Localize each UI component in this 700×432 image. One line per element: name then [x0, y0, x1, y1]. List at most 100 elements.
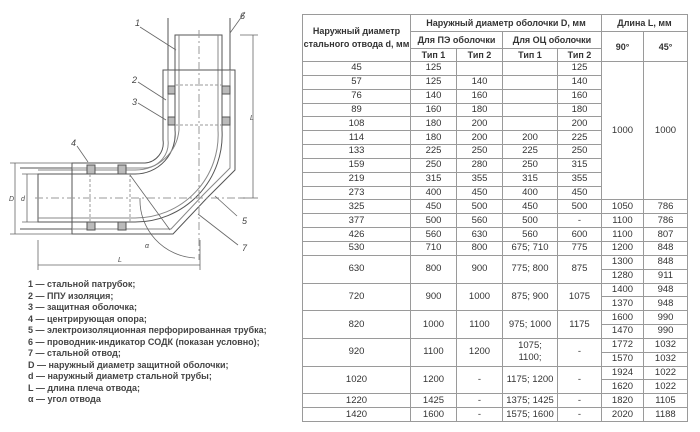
header-oc-type1: Тип 1 [502, 48, 558, 62]
cell-pe-type2: - [456, 393, 503, 409]
table-row: 920 1100 1200 1075; 1100; -1772 1032 [302, 337, 688, 367]
cell-length-90: 1000 [601, 60, 644, 201]
cell-pe-type1: 900 [410, 282, 457, 312]
cell-pe-type1: 1000 [410, 310, 457, 339]
header-length: Длина L, мм [601, 14, 688, 32]
header-pe-type1: Тип 1 [410, 48, 457, 62]
cell-pe-type2: 1200 [456, 337, 503, 367]
cell-pe-type2: 160 [456, 88, 503, 104]
cell-pe-type2: - [456, 407, 503, 422]
cell-d: 89 [302, 102, 411, 118]
cell-length-90: 1470 [601, 324, 644, 339]
cell-length-45: 990 [643, 310, 688, 326]
dim-alpha: α [145, 243, 150, 250]
cell-d: 530 [302, 240, 411, 256]
cell-pe-type2: 200 [456, 116, 503, 132]
callout-leaders [76, 11, 246, 246]
cell-d: 45 [302, 61, 411, 76]
elbow-drawing: 1 6 2 3 4 5 7 L L D d α [9, 11, 258, 270]
table-subrow: 1370 948 [303, 296, 688, 312]
cell-d: 1420 [302, 407, 411, 422]
cell-pe-type2: 800 [456, 240, 503, 256]
callout-6: 6 [240, 11, 245, 21]
cell-pe-type1: 400 [410, 185, 457, 201]
cell-oc-type1: 775; 800 [502, 254, 558, 284]
cell-length-45: 1188 [643, 407, 688, 422]
legend: 1 — стальной патрубок; 2 — ППУ изоляция;… [28, 279, 267, 406]
cell-oc-type2: 600 [557, 227, 602, 242]
legend-item: 3 — защитная оболочка; [28, 302, 138, 312]
cell-oc-type2: 125 [557, 61, 602, 76]
cell-pe-type1: 250 [410, 157, 457, 173]
cell-oc-type2: 315 [557, 157, 602, 173]
cell-length-45: 1022 [643, 379, 688, 395]
cell-length-90: 1050 [601, 199, 644, 215]
cell-d: 273 [302, 185, 411, 201]
cell-d: 426 [302, 227, 411, 242]
cell-length-45: 948 [643, 296, 688, 312]
cell-length-45: 786 [643, 199, 688, 215]
table-row: 325 450 500 450 500 1050 786 [302, 199, 688, 215]
cell-oc-type2: 200 [557, 116, 602, 132]
cell-length-45: 911 [643, 268, 688, 284]
cell-length-90: 1400 [601, 282, 644, 298]
table-row: 426 560 630 560 600 1100 807 [302, 227, 688, 242]
cell-d: 159 [302, 157, 411, 173]
protective-jacket [71, 69, 236, 235]
cell-length-90: 1620 [601, 379, 644, 395]
cell-pe-type1: 125 [410, 74, 457, 90]
legend-item: 2 — ППУ изоляция; [28, 290, 114, 301]
cell-oc-type1: 875; 900 [502, 282, 558, 312]
cell-pe-type1: 1200 [410, 365, 457, 395]
cell-length-45: 948 [643, 282, 688, 298]
table-subrow: 1470 990 [303, 324, 688, 339]
cell-length-45: 1105 [643, 393, 688, 409]
callout-7: 7 [242, 243, 248, 253]
cell-d: 920 [302, 337, 411, 367]
table-row: 89 160 180 180 [302, 102, 688, 118]
legend-item: d — наружный диаметр стальной трубы; [28, 371, 212, 381]
header-oc-type2: Тип 2 [557, 48, 602, 62]
table-row: 630 800 900 775; 800 875 1300 848 [302, 254, 688, 284]
cell-oc-type1: 225 [502, 144, 558, 159]
cell-d: 57 [302, 74, 411, 90]
cell-length-45: 1032 [643, 337, 688, 353]
legend-item: 1 — стальной патрубок; [28, 279, 136, 289]
legend-item: D — наружный диаметр защитной оболочки; [28, 359, 229, 370]
cell-pe-type2: 630 [456, 227, 503, 242]
cell-length-90: 1280 [601, 268, 644, 284]
table-row: 1020 1200-1175; 1200-1924 1022 [302, 365, 688, 395]
cell-oc-type2: 775 [557, 240, 602, 256]
cell-pe-type1: 1425 [410, 393, 457, 409]
cell-pe-type2: 180 [456, 102, 503, 118]
cell-pe-type2: 1100 [456, 310, 503, 339]
table-row: 530 710 800 675; 710 775 1200 848 [302, 240, 688, 256]
table-row: 377 500 560 500-1100 786 [302, 213, 688, 229]
callout-5: 5 [242, 216, 248, 226]
cell-d: 1220 [302, 393, 411, 409]
cell-oc-type2: 355 [557, 171, 602, 187]
centering-supports [86, 85, 231, 231]
cell-oc-type1: 315 [502, 171, 558, 187]
table-row: 108 180 200 200 [302, 116, 688, 132]
dim-L-horizontal: L [118, 257, 122, 264]
cell-oc-type2: - [557, 213, 602, 229]
cell-pe-type2: 1000 [456, 282, 503, 312]
cell-length-90: 1100 [601, 213, 644, 229]
cell-oc-type2: 875 [557, 254, 602, 284]
cell-pe-type1: 225 [410, 144, 457, 159]
header-90: 90° [601, 31, 644, 62]
cell-oc-type1: 1175; 1200 [502, 365, 558, 395]
cell-d: 219 [302, 171, 411, 187]
cell-oc-type1: 560 [502, 227, 558, 242]
cell-pe-type2: 250 [456, 144, 503, 159]
cell-pe-type2: 355 [456, 171, 503, 187]
header-steel-diameter: Наружный диаметр стального отвода d, мм [302, 14, 411, 62]
cell-length-45: 807 [643, 227, 688, 242]
cell-pe-type1: 125 [410, 61, 457, 76]
cell-d: 325 [302, 199, 411, 215]
cell-length-45: 1000 [643, 60, 688, 201]
cell-oc-type1: 450 [502, 199, 558, 215]
cell-oc-type2: 450 [557, 185, 602, 201]
cell-pe-type2: - [456, 365, 503, 395]
